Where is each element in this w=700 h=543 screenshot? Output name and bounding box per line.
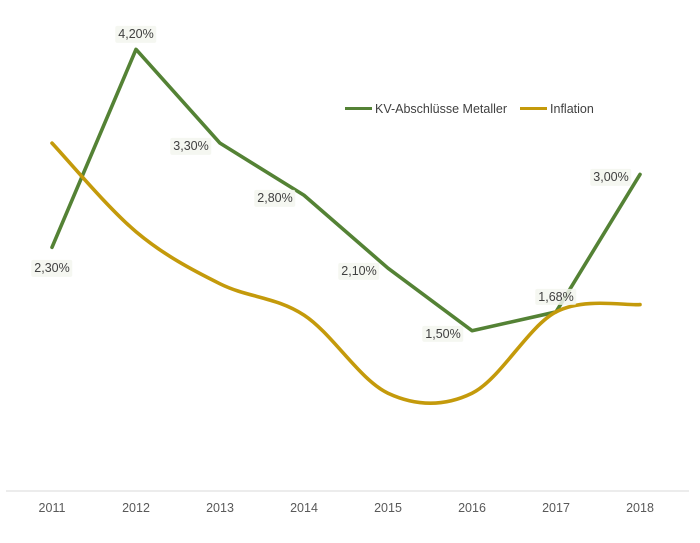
data-label-2018: 3,00% [590, 169, 632, 186]
x-axis-label-2013: 2013 [206, 501, 234, 515]
legend-item-kv-abschluesse: KV-Abschlüsse Metaller [345, 102, 507, 116]
data-label-2014: 2,80% [254, 190, 296, 207]
data-label-2011: 2,30% [31, 260, 73, 277]
data-label-2013: 3,30% [170, 137, 212, 155]
x-axis-label-2018: 2018 [626, 501, 654, 515]
data-label-2015: 2,10% [338, 262, 380, 280]
x-axis-label-2017: 2017 [542, 501, 570, 515]
x-axis-label-2015: 2015 [374, 501, 402, 515]
data-label-2016: 1,50% [422, 325, 464, 342]
legend-item-inflation: Inflation [520, 102, 594, 116]
x-axis-label-2011: 2011 [38, 501, 66, 515]
data-label-2012: 4,20% [115, 26, 157, 43]
x-axis-label-2016: 2016 [458, 501, 486, 515]
inflation-line-swatch-icon [520, 106, 548, 111]
x-axis-label-2014: 2014 [290, 501, 318, 515]
data-label-2017: 1,68% [535, 288, 577, 306]
legend-label-kv-abschluesse: KV-Abschlüsse Metaller [375, 101, 508, 116]
inflation-line [50, 141, 642, 405]
legend-label-inflation: Inflation [550, 101, 594, 116]
kv-abschluesse-line [50, 47, 642, 333]
chart-legend: KV-Abschlüsse Metaller Inflation [345, 100, 594, 117]
kv-line-swatch-icon [345, 106, 372, 111]
x-axis-label-2012: 2012 [122, 501, 150, 515]
